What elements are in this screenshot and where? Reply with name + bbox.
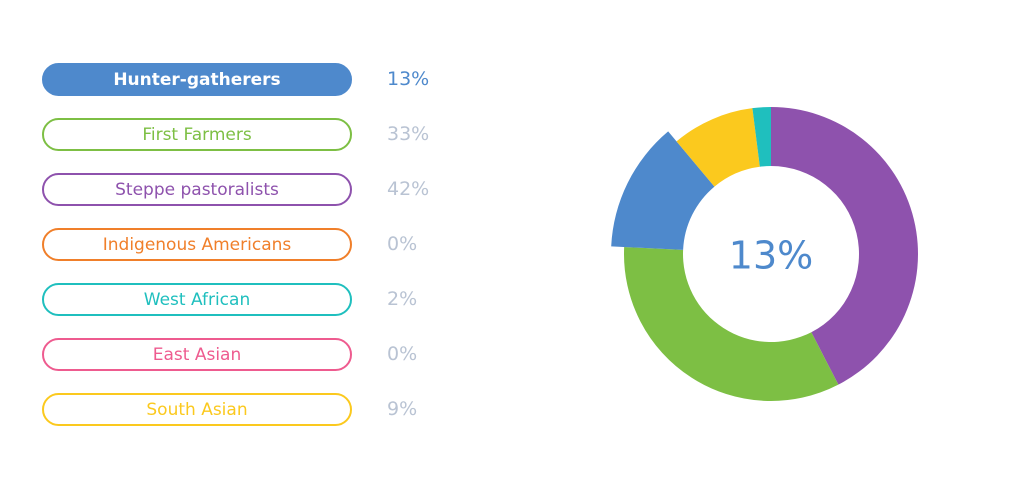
first-farmers-percent: 33%	[387, 123, 430, 145]
steppe-pastoralists-percent: 42%	[387, 178, 430, 200]
legend-row-east-asian: East Asian 0%	[42, 338, 462, 374]
indigenous-americans-button[interactable]: Indigenous Americans	[42, 228, 352, 261]
steppe-pastoralists-button[interactable]: Steppe pastoralists	[42, 173, 352, 206]
legend-row-west-african: West African 2%	[42, 283, 462, 319]
indigenous-americans-percent: 0%	[387, 233, 418, 255]
slice-west-african[interactable]	[752, 107, 771, 167]
donut-slices	[611, 107, 919, 401]
south-asian-button[interactable]: South Asian	[42, 393, 352, 426]
hunter-gatherers-percent: 13%	[387, 68, 430, 90]
slice-south-asian[interactable]	[676, 108, 760, 187]
slice-steppe-pastoralists[interactable]	[771, 107, 919, 385]
legend-row-hunter-gatherers: Hunter-gatherers 13%	[42, 63, 462, 99]
slice-hunter-gatherers[interactable]	[611, 131, 715, 250]
west-african-percent: 2%	[387, 288, 418, 310]
west-african-button[interactable]: West African	[42, 283, 352, 316]
legend-row-first-farmers: First Farmers 33%	[42, 118, 462, 154]
east-asian-percent: 0%	[387, 343, 418, 365]
first-farmers-button[interactable]: First Farmers	[42, 118, 352, 151]
center-percent-label: 13%	[729, 234, 813, 278]
legend-row-indigenous-americans: Indigenous Americans 0%	[42, 228, 462, 264]
legend-row-steppe-pastoralists: Steppe pastoralists 42%	[42, 173, 462, 209]
legend-row-south-asian: South Asian 9%	[42, 393, 462, 429]
south-asian-percent: 9%	[387, 398, 418, 420]
hunter-gatherers-button[interactable]: Hunter-gatherers	[42, 63, 352, 96]
east-asian-button[interactable]: East Asian	[42, 338, 352, 371]
slice-first-farmers[interactable]	[623, 247, 839, 401]
